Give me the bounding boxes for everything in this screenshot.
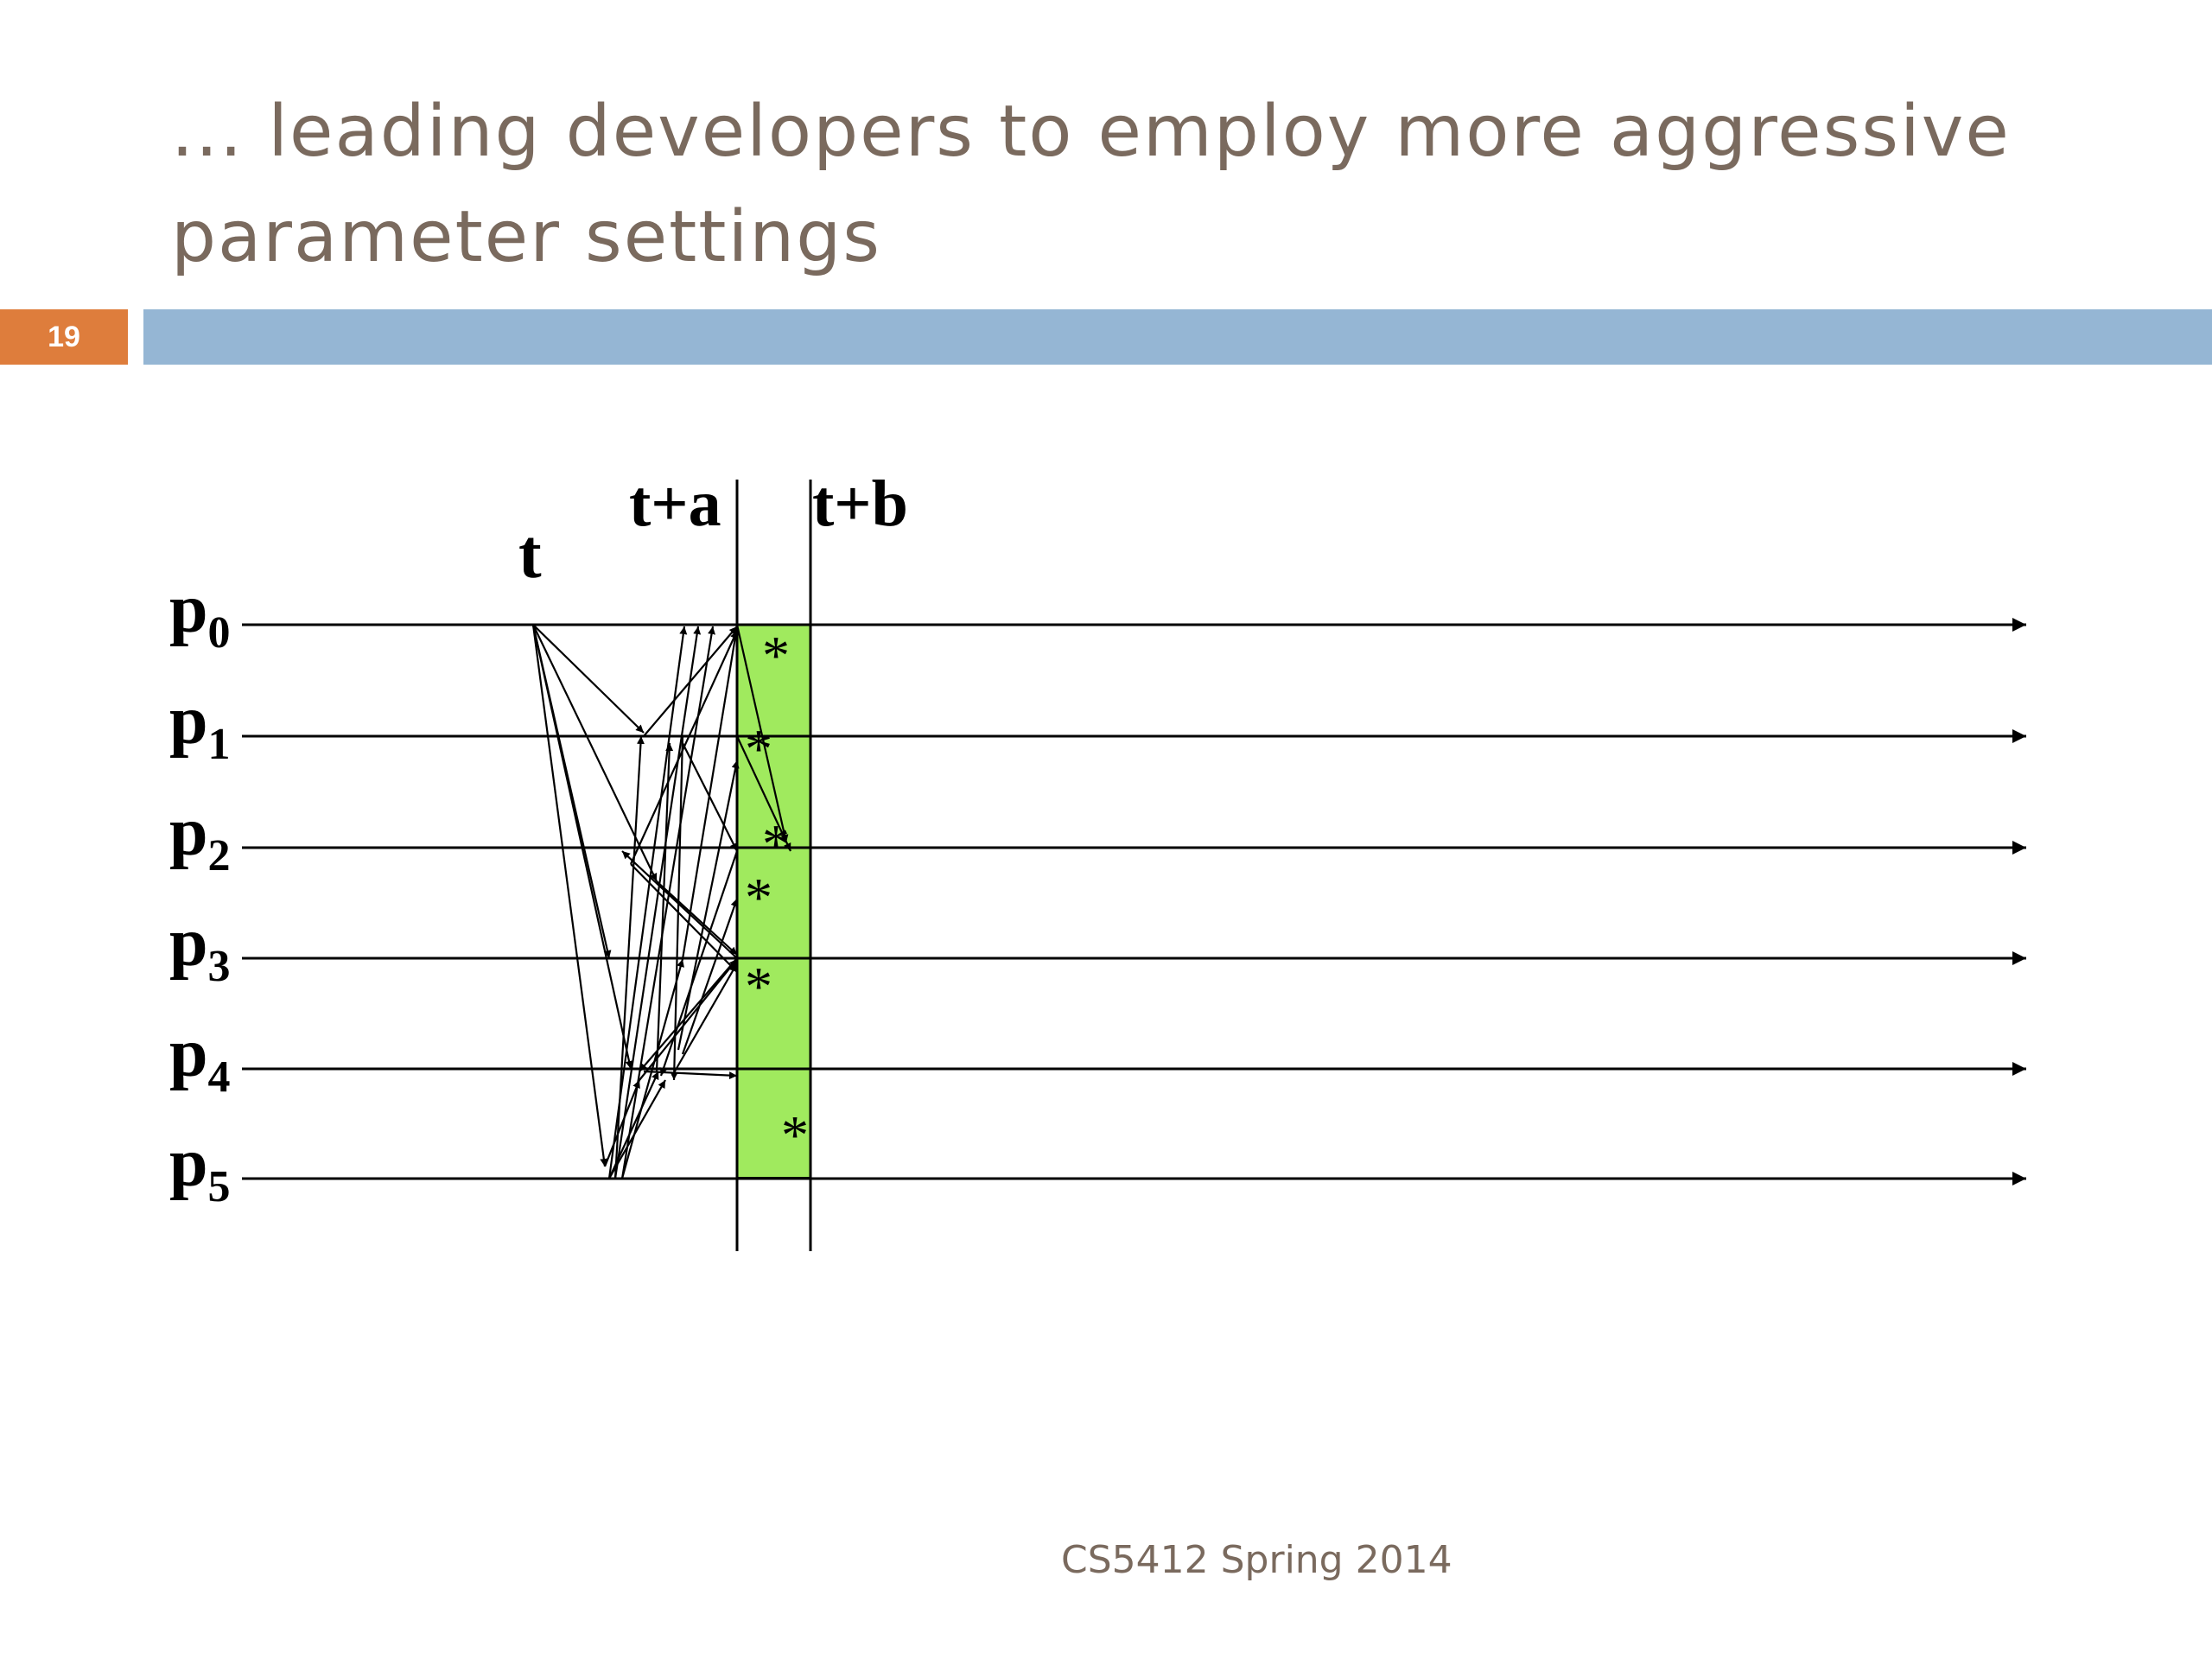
time-label-t-plus-b: t+b (812, 467, 908, 540)
message-arrow (607, 626, 688, 1179)
message-arrow (630, 863, 738, 973)
message-arrow (643, 626, 738, 737)
time-label-t: t (518, 517, 542, 593)
slide-footer: CS5412 Spring 2014 (1061, 1538, 1452, 1582)
time-label-t-plus-a: t+a (629, 467, 721, 540)
message-arrow (670, 735, 684, 1081)
message-arrow (643, 1070, 738, 1080)
process-label-p5: p5 (169, 1125, 231, 1211)
message-arrow (659, 850, 739, 1077)
message-arrow (621, 850, 738, 959)
message-arrow (735, 624, 789, 843)
process-label-p0: p0 (169, 571, 231, 658)
message-arrow (639, 957, 738, 1072)
process-label-p1: p1 (169, 683, 231, 769)
process-label-p3: p3 (169, 905, 231, 991)
message-arrow (655, 742, 674, 1072)
delivery-marker-p0: * (762, 625, 790, 686)
message-arrow (608, 1071, 659, 1179)
title-line-2: parameter settings (171, 196, 881, 278)
message-arrow (603, 1079, 641, 1167)
title-divider-bar (143, 309, 2212, 365)
message-arrow (639, 958, 738, 1081)
slide-number-badge: 19 (0, 309, 128, 365)
delivery-marker-p3: * (745, 867, 772, 928)
message-arrow (531, 624, 633, 1070)
delivery-marker-p5: * (781, 1104, 809, 1166)
message-arrow (681, 898, 739, 1055)
message-arrow (608, 1079, 666, 1179)
delivery-marker-p4: * (745, 956, 772, 1017)
message-arrow (531, 624, 608, 1167)
process-label-p2: p2 (169, 794, 231, 880)
message-arrow (532, 624, 658, 882)
message-arrow (671, 963, 738, 1077)
message-arrow (656, 880, 738, 956)
process-label-p4: p4 (169, 1015, 231, 1102)
message-arrow (532, 624, 645, 734)
message-arrow (613, 626, 702, 1179)
message-arrow (681, 626, 740, 960)
message-arrow (736, 735, 791, 852)
title-line-1: ... leading developers to employ more ag… (171, 91, 2011, 173)
slide-title: ... leading developers to employ more ag… (171, 79, 2115, 290)
delivery-marker-p2: * (762, 813, 790, 874)
delivery-marker-p1: * (745, 718, 772, 779)
message-arrow (677, 760, 740, 1051)
message-arrow (613, 735, 645, 1179)
message-arrow (620, 958, 684, 1179)
